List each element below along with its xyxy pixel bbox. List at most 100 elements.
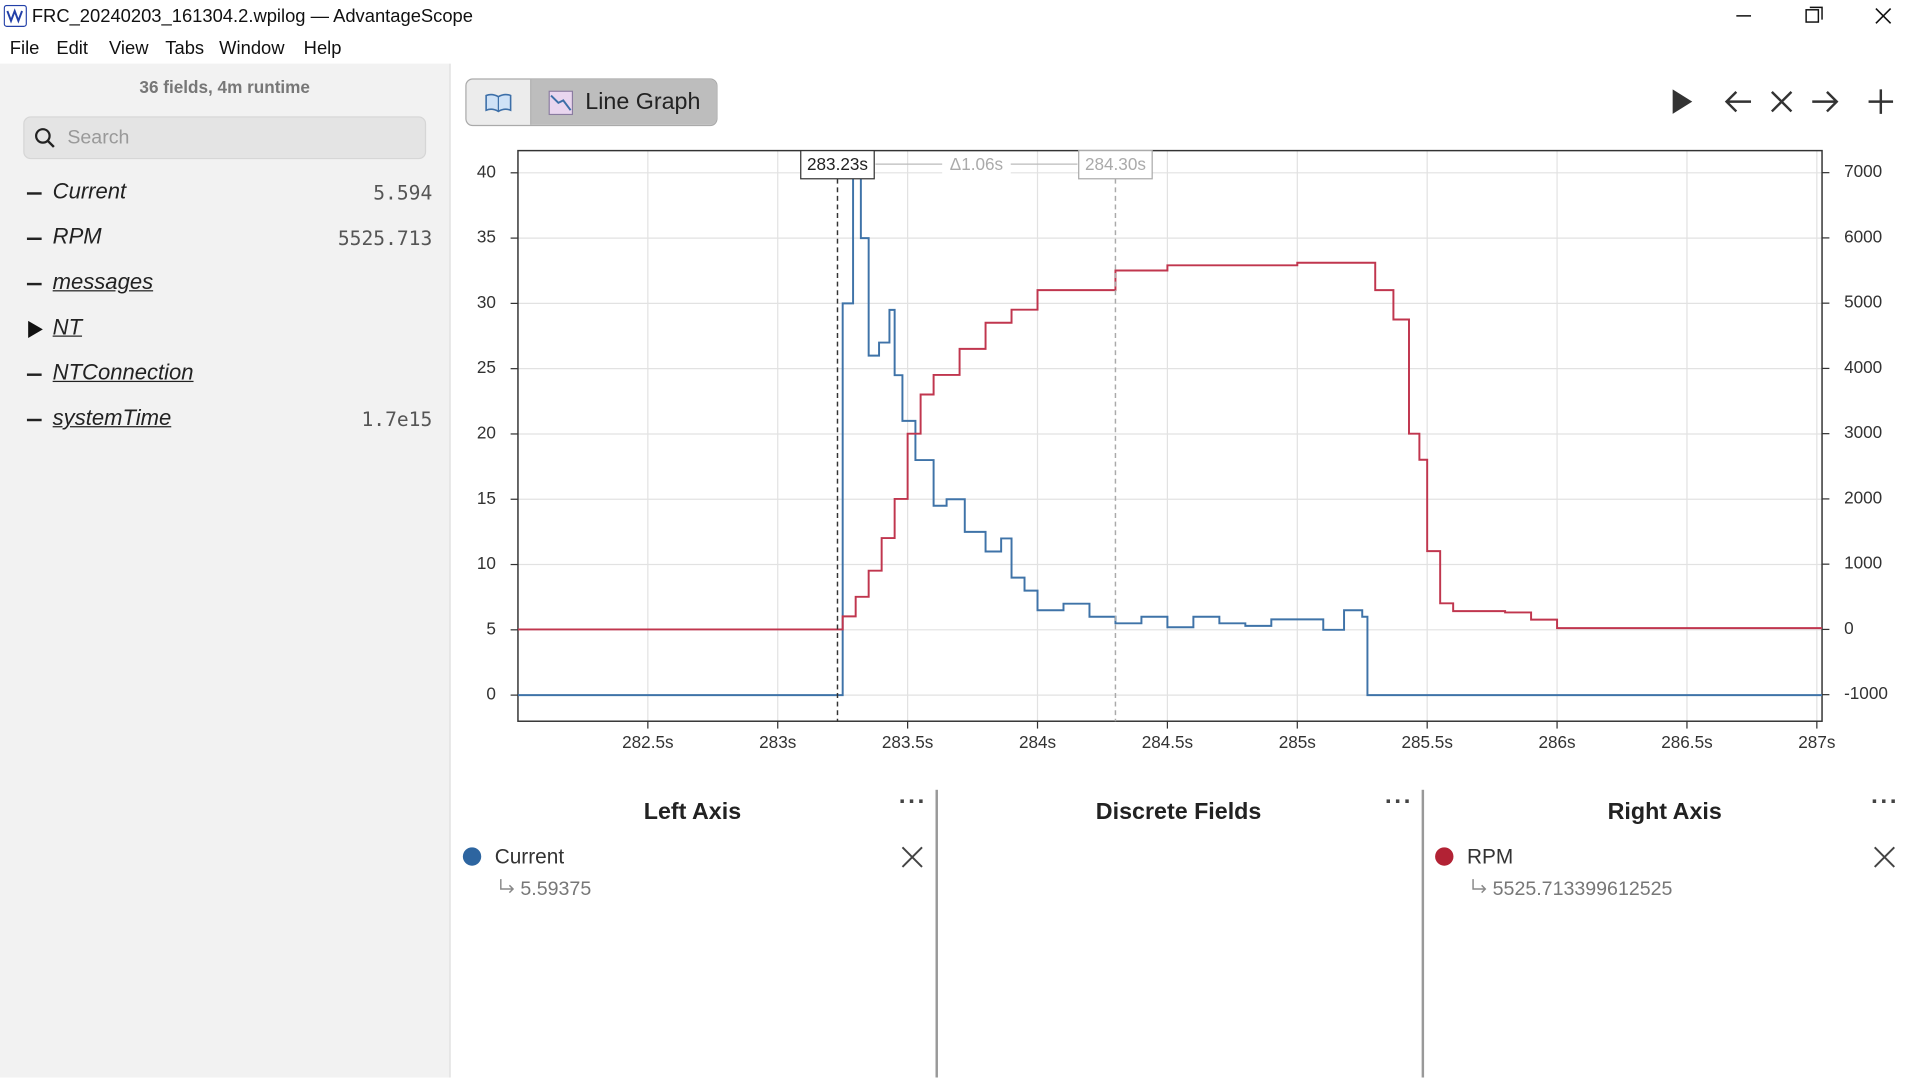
- x-tick-label: 287s: [1798, 732, 1835, 752]
- search-placeholder: Search: [67, 127, 130, 149]
- search-box[interactable]: Search: [23, 116, 427, 160]
- remove-button[interactable]: [900, 845, 924, 869]
- series-line: [517, 150, 1823, 697]
- docs-tab[interactable]: [467, 79, 532, 125]
- field-name: RPM: [52, 224, 102, 249]
- app-icon: [3, 4, 27, 27]
- y2-tick-label: 2000: [1844, 487, 1882, 507]
- y2-tick-label: 6000: [1844, 226, 1882, 246]
- y2-tick-label: -1000: [1844, 683, 1888, 703]
- tab-bar: Line Graph: [465, 78, 718, 127]
- y2-tick-label: 3000: [1844, 422, 1882, 442]
- field-value: 1.7e15: [361, 407, 433, 432]
- y2-tick-label: 1000: [1844, 553, 1882, 573]
- menu-bar: File Edit View Tabs Window Help: [0, 33, 1920, 64]
- remove-button[interactable]: [1872, 845, 1896, 869]
- series-line: [517, 261, 1823, 631]
- x-tick-label: 285.5s: [1401, 732, 1452, 752]
- field-dash: [26, 192, 42, 195]
- y2-tick-label: 4000: [1844, 357, 1882, 377]
- y2-tick-label: 0: [1844, 618, 1854, 638]
- y-tick-label: 0: [486, 684, 496, 704]
- field-name: messages: [52, 269, 154, 294]
- panel-title: Discrete Fields: [1095, 799, 1262, 826]
- x-tick-label: 284.5s: [1142, 732, 1193, 752]
- x-tick-label: 283s: [759, 732, 796, 752]
- legend-name: Current: [494, 844, 565, 869]
- log-summary: 36 fields, 4m runtime: [139, 77, 310, 97]
- panel-divider: [1421, 789, 1425, 1078]
- menu-item[interactable]: File: [9, 37, 40, 59]
- graph-icon: [548, 90, 574, 116]
- legend-value: 5.59375: [520, 879, 592, 901]
- field-row[interactable]: messages: [0, 267, 449, 301]
- toolbar-buttons[interactable]: [1665, 86, 1910, 118]
- arrow-path: [1472, 879, 1487, 894]
- field-dash: [26, 282, 42, 286]
- y-tick-label: 30: [477, 292, 496, 312]
- field-value: 5525.713: [337, 226, 433, 250]
- panel-title: Left Axis: [643, 799, 742, 826]
- field-row[interactable]: NTConnection: [0, 358, 449, 392]
- field-row[interactable]: systemTime 1.7e15: [0, 403, 449, 437]
- delta-bg: [942, 153, 1011, 176]
- field-name: NTConnection: [52, 360, 194, 385]
- sidebar: 36 fields, 4m runtime Search Current 5.59…: [0, 63, 451, 1078]
- field-value: 5.594: [373, 181, 433, 205]
- title-bar: FRC_20240203_161304.2.wpilog — Advantage…: [0, 0, 1920, 34]
- x-tick-label: 282.5s: [622, 732, 673, 752]
- field-dash: [26, 418, 42, 422]
- arrow-shape: [28, 320, 43, 338]
- menu-item[interactable]: Edit: [56, 37, 88, 59]
- field-name: systemTime: [52, 405, 172, 430]
- y-tick-label: 35: [477, 227, 496, 247]
- panel-menu[interactable]: ···: [1384, 788, 1414, 816]
- menu-item[interactable]: Tabs: [165, 37, 205, 59]
- panel-menu[interactable]: ···: [1871, 788, 1900, 816]
- menu-item[interactable]: View: [108, 37, 149, 59]
- legend-dot: [1435, 847, 1454, 866]
- cursor-label-box: [800, 150, 875, 180]
- expand-arrow: [28, 320, 43, 338]
- legend-dot: [462, 847, 482, 866]
- x-shape: [1874, 846, 1895, 868]
- x-shape: [901, 846, 923, 868]
- field-name: Current: [52, 178, 127, 204]
- field-row[interactable]: NT: [0, 312, 449, 346]
- window-controls[interactable]: [1727, 5, 1911, 29]
- y-tick-label: 20: [477, 422, 496, 442]
- axis-panels: Left Axis ··· Current 5.59375 Discrete Field…: [449, 784, 1920, 1078]
- panel-menu[interactable]: ···: [898, 788, 927, 816]
- field-dash: [26, 237, 42, 241]
- x-tick-label: 283.5s: [882, 732, 933, 752]
- cursor-label: 283.23s: [807, 154, 868, 174]
- field-dash: [26, 373, 42, 376]
- book-icon: [485, 93, 512, 113]
- line-graph-tab[interactable]: Line Graph: [531, 79, 717, 125]
- panel-divider: [935, 789, 938, 1078]
- y-tick-label: 40: [477, 161, 496, 181]
- field-row[interactable]: Current 5.594: [0, 176, 449, 210]
- menu-item[interactable]: Help: [303, 37, 342, 59]
- x-tick-label: 286s: [1538, 732, 1575, 752]
- cursor-label-box: [1078, 150, 1153, 180]
- menu-item[interactable]: Window: [219, 37, 285, 59]
- value-arrow: [1472, 879, 1487, 894]
- delta-label: Δ1.06s: [950, 154, 1003, 174]
- y2-tick-label: 5000: [1844, 292, 1882, 312]
- x-tick-label: 284s: [1019, 732, 1056, 752]
- search-icon: [35, 128, 55, 148]
- y-tick-label: 25: [477, 357, 496, 377]
- arrow-path: [500, 879, 515, 894]
- line-graph: 282.5s 283s 283.5s 284s 284.5s 285s 285.5s 286s…: [477, 149, 1888, 752]
- plot-frame: [517, 149, 1823, 722]
- field-row[interactable]: RPM 5525.713: [0, 222, 449, 256]
- x-tick-label: 285s: [1279, 732, 1316, 752]
- y-tick-label: 15: [477, 488, 496, 508]
- x-tick-label: 286.5s: [1661, 732, 1712, 752]
- legend-value: 5525.713399612525: [1492, 879, 1673, 901]
- panel-title: Right Axis: [1607, 799, 1722, 826]
- cursor-label: 284.30s: [1085, 154, 1146, 174]
- y-tick-label: 5: [486, 618, 496, 638]
